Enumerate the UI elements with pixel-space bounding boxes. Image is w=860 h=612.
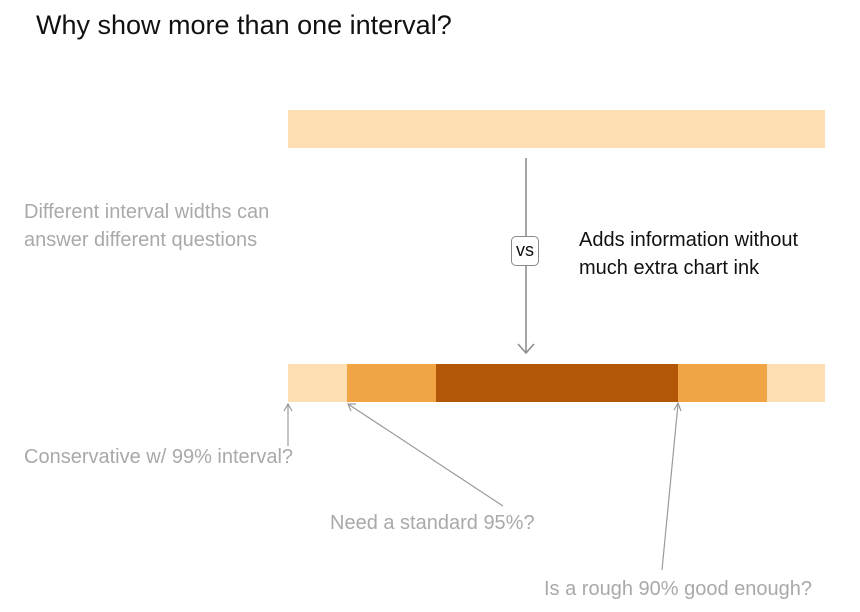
right-note-line1: Adds information without: [579, 229, 799, 251]
vs-badge: vs: [511, 236, 539, 266]
pointer-95-head: [347, 403, 356, 412]
vs-arrow-head: [517, 343, 535, 355]
left-note: Different interval widths can answer dif…: [24, 198, 269, 254]
right-note: Adds information without much extra char…: [579, 226, 798, 282]
left-note-line2: answer different questions: [24, 229, 258, 251]
right-note-line2: much extra chart ink: [579, 257, 760, 279]
page-title: Why show more than one interval?: [36, 10, 452, 40]
single-interval-bar: [288, 110, 825, 148]
pointer-90-head: [673, 401, 682, 412]
pointer-99-head: [283, 402, 293, 412]
pointer-90-line: [661, 403, 679, 571]
pointer-95-line: [347, 403, 504, 507]
question-95: Need a standard 95%?: [330, 512, 535, 534]
question-90: Is a rough 90% good enough?: [544, 578, 812, 600]
interval-90-band: [436, 364, 678, 402]
left-note-line1: Different interval widths can: [24, 201, 270, 223]
question-99: Conservative w/ 99% interval?: [24, 446, 294, 468]
